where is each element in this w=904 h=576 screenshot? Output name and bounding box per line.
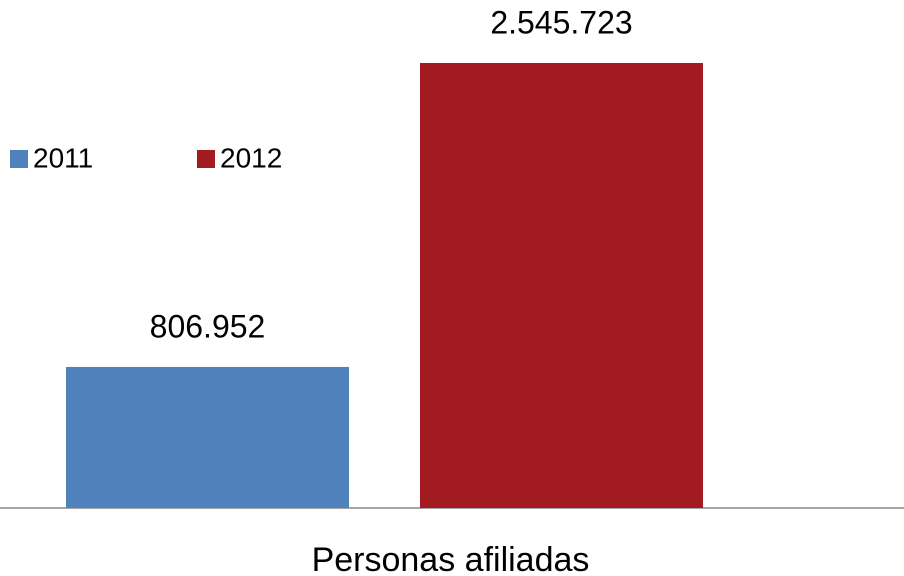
legend-label: 2011 xyxy=(33,142,93,173)
bar xyxy=(66,366,349,508)
value-label: 2.545.723 xyxy=(490,4,632,40)
bar xyxy=(420,63,703,508)
value-label: 806.952 xyxy=(150,308,266,344)
x-tick-label: Personas afiliadas xyxy=(312,541,590,576)
legend-swatch xyxy=(10,150,28,168)
legend-label: 2012 xyxy=(220,142,282,173)
legend-swatch xyxy=(197,150,215,168)
